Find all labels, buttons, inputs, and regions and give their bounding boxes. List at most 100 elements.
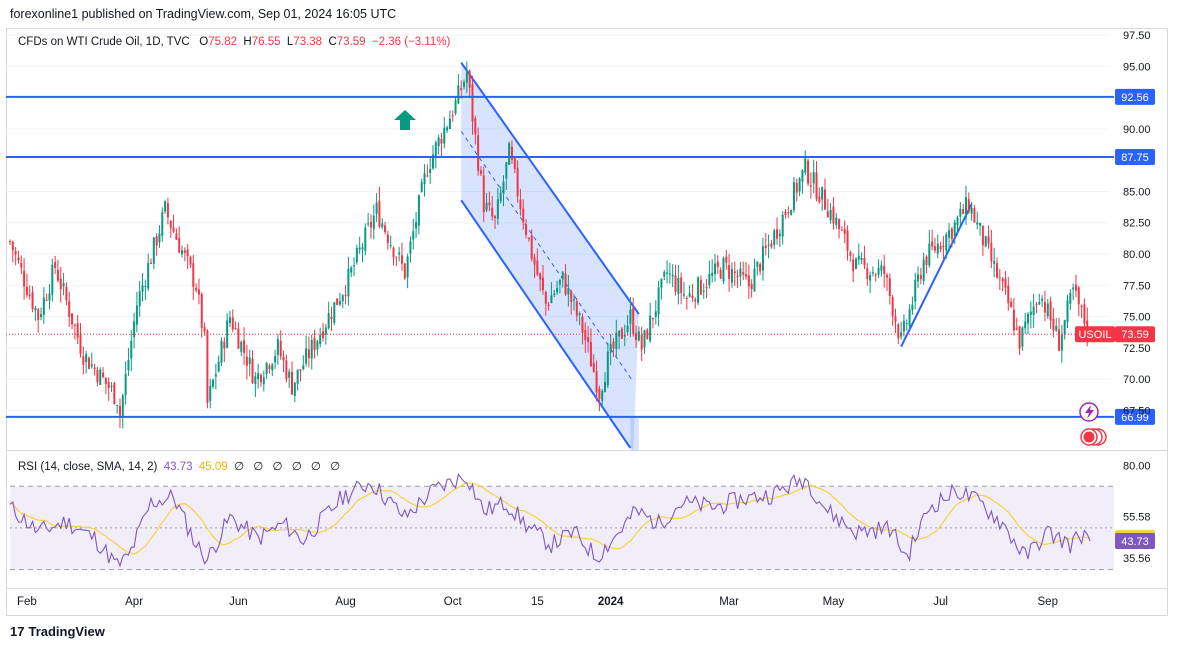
level-price-tag bbox=[1115, 408, 1155, 425]
candle-body bbox=[900, 332, 903, 337]
candle-body bbox=[826, 211, 829, 218]
candle-body bbox=[400, 255, 403, 264]
candle-body bbox=[121, 395, 124, 417]
candle-body bbox=[821, 186, 824, 200]
candle-body bbox=[561, 271, 564, 280]
candle-body bbox=[550, 295, 553, 304]
candle-body bbox=[1018, 326, 1021, 349]
candle-body bbox=[651, 317, 654, 320]
low-label: L bbox=[286, 36, 294, 48]
candle-body bbox=[212, 379, 215, 387]
candle-body bbox=[415, 221, 418, 229]
candle-body bbox=[302, 365, 305, 370]
candle-body bbox=[37, 309, 40, 320]
candle-body bbox=[787, 212, 790, 214]
candle-body bbox=[282, 356, 285, 361]
candle-body bbox=[1027, 313, 1030, 324]
candle-body bbox=[725, 256, 728, 263]
candle-body bbox=[592, 363, 595, 372]
candle-body bbox=[305, 348, 308, 364]
candle-body bbox=[917, 274, 920, 282]
candle-body bbox=[680, 277, 683, 293]
candle-body bbox=[533, 257, 536, 265]
candle-body bbox=[448, 118, 451, 129]
candle-body bbox=[25, 286, 28, 296]
candle-body bbox=[945, 234, 948, 251]
candle-body bbox=[623, 334, 626, 337]
candle-body bbox=[124, 373, 127, 396]
candle-body bbox=[417, 195, 420, 226]
candle-body bbox=[519, 199, 522, 209]
candle-body bbox=[733, 271, 736, 274]
candle-body bbox=[361, 247, 364, 250]
candle-body bbox=[764, 245, 767, 249]
candle-body bbox=[990, 243, 993, 262]
candle-body bbox=[220, 340, 223, 363]
candle-body bbox=[23, 271, 26, 287]
candle-body bbox=[172, 227, 175, 232]
level-price-label: 66.99 bbox=[1121, 412, 1149, 424]
candle-body bbox=[654, 311, 657, 317]
candle-body bbox=[770, 243, 773, 248]
candle-body bbox=[254, 376, 257, 385]
candle-body bbox=[877, 267, 880, 275]
candle-body bbox=[183, 250, 186, 253]
rsi-legend-value: 43.73 bbox=[163, 461, 193, 473]
symbol-legend: CFDs on WTI Crude Oil, 1D, TVC O75.82 H7… bbox=[18, 36, 450, 48]
candle-body bbox=[716, 261, 719, 267]
candle-body bbox=[527, 237, 530, 239]
candle-body bbox=[1055, 326, 1058, 331]
high-value: 76.55 bbox=[251, 36, 281, 48]
candle-body bbox=[434, 142, 437, 158]
candle-body bbox=[880, 265, 883, 271]
candle-body bbox=[573, 299, 575, 301]
candle-body bbox=[454, 100, 457, 114]
close-value: 73.59 bbox=[336, 36, 366, 48]
candle-body bbox=[843, 229, 846, 234]
price-tick-label: 97.50 bbox=[1123, 30, 1151, 42]
candle-body bbox=[846, 230, 849, 251]
candle-body bbox=[852, 259, 855, 272]
publisher-line: forexonline1 published on TradingView.co… bbox=[10, 7, 397, 21]
price-tick-label: 80.00 bbox=[1123, 249, 1151, 261]
candle-body bbox=[649, 315, 652, 341]
candle-body bbox=[829, 209, 832, 221]
candle-body bbox=[20, 263, 23, 268]
candle-body bbox=[491, 207, 494, 217]
candle-body bbox=[99, 369, 102, 385]
candle-body bbox=[1041, 298, 1044, 301]
candle-body bbox=[446, 127, 449, 131]
candle-body bbox=[381, 223, 384, 228]
candle-body bbox=[747, 275, 750, 287]
candle-body bbox=[90, 364, 93, 367]
candle-body bbox=[412, 231, 415, 240]
up-arrow-icon bbox=[394, 110, 416, 130]
candle-body bbox=[973, 208, 976, 223]
candle-body bbox=[682, 294, 685, 296]
candle-body bbox=[809, 185, 812, 187]
candle-body bbox=[598, 388, 601, 399]
candle-body bbox=[637, 331, 640, 341]
candle-body bbox=[93, 367, 96, 369]
candle-body bbox=[102, 372, 105, 377]
candle-body bbox=[595, 371, 598, 393]
candle-body bbox=[908, 309, 911, 326]
candle-body bbox=[130, 340, 133, 359]
trend-line bbox=[900, 203, 973, 348]
candle-body bbox=[773, 230, 776, 245]
candle-body bbox=[801, 170, 804, 182]
candle-body bbox=[279, 340, 282, 357]
candle-body bbox=[742, 272, 745, 275]
candle-body bbox=[581, 316, 584, 333]
candle-body bbox=[350, 267, 353, 273]
candle-body bbox=[1012, 309, 1015, 331]
candle-body bbox=[175, 233, 178, 240]
candle-body bbox=[217, 361, 220, 372]
candle-body bbox=[364, 227, 367, 251]
candle-body bbox=[1083, 304, 1086, 324]
candle-body bbox=[959, 208, 962, 217]
candle-body bbox=[79, 335, 82, 354]
candle-body bbox=[141, 285, 144, 292]
candle-body bbox=[347, 268, 350, 297]
